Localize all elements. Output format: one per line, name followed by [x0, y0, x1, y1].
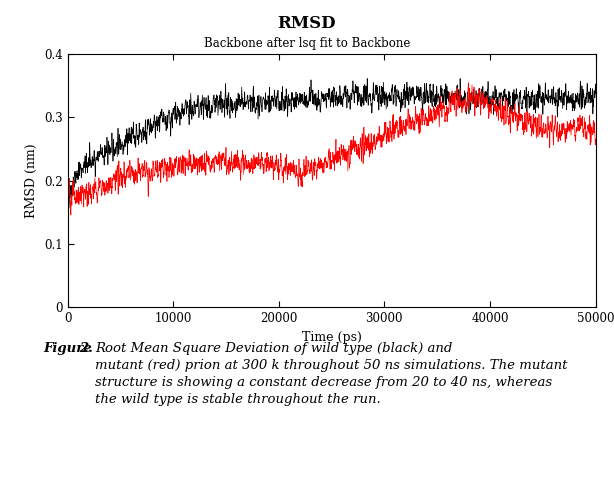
X-axis label: Time (ps): Time (ps)	[301, 331, 362, 344]
Text: Figure: Figure	[43, 342, 91, 355]
Text: 2.: 2.	[79, 342, 93, 355]
Text: Root Mean Square Deviation of wild type (black) and
mutant (red) prion at 300 k : Root Mean Square Deviation of wild type …	[95, 342, 568, 406]
Text: Backbone after lsq fit to Backbone: Backbone after lsq fit to Backbone	[204, 37, 410, 50]
Y-axis label: RMSD (nm): RMSD (nm)	[25, 143, 38, 218]
Text: RMSD: RMSD	[278, 15, 336, 32]
